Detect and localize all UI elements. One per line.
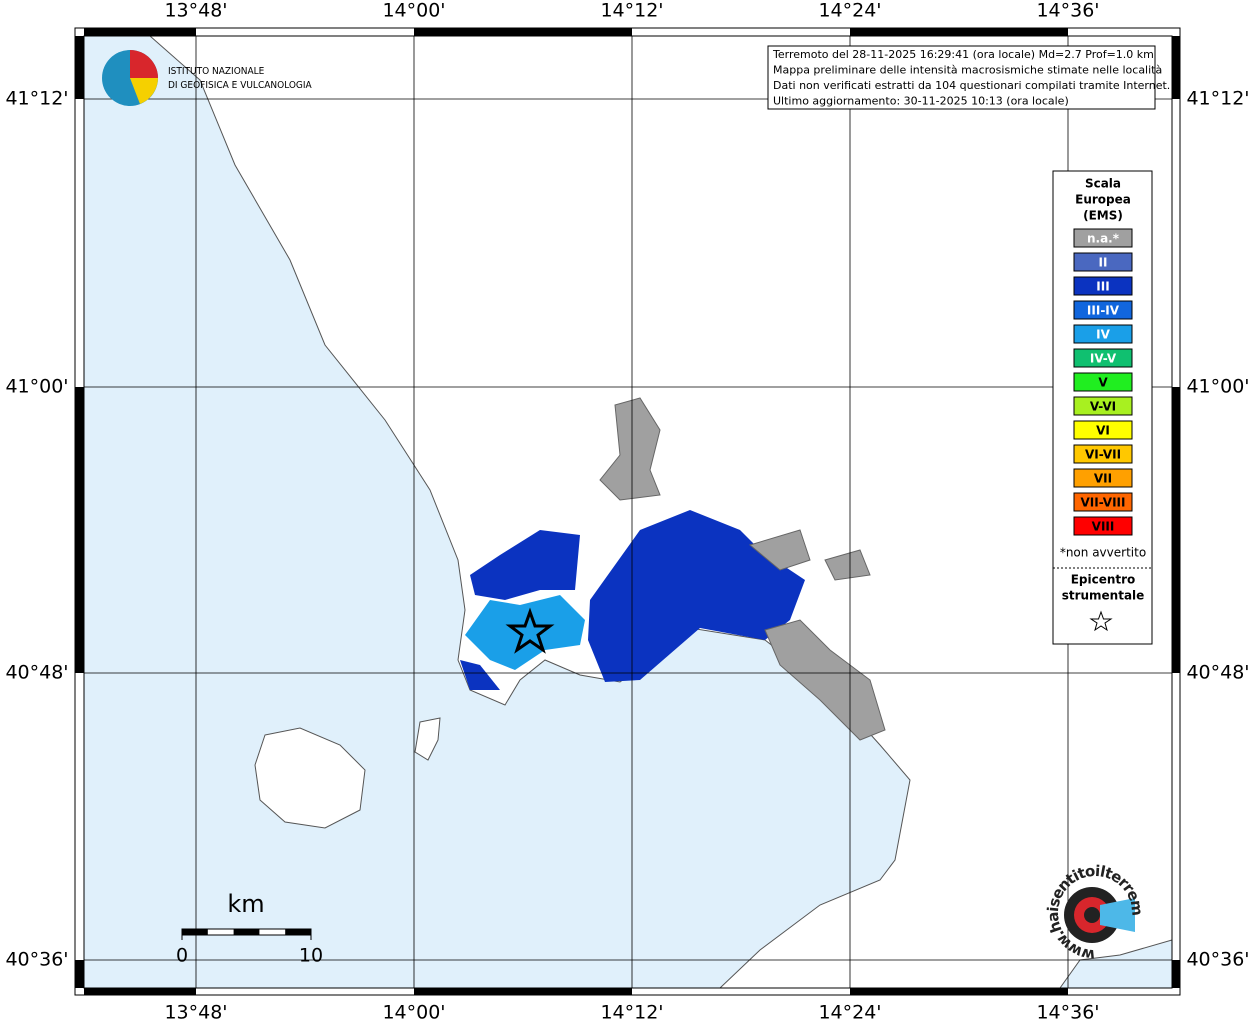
info-box (767, 45, 1156, 110)
legend-label: IV-V (1090, 352, 1117, 366)
lon-label: 14°24' (818, 0, 881, 22)
info-line: Terremoto del 28-11-2025 16:29:41 (ora l… (772, 48, 1154, 61)
lon-label: 14°36' (1036, 0, 1099, 22)
legend-label: VI (1096, 424, 1110, 438)
info-line: Ultimo aggiornamento: 30-11-2025 10:13 (… (773, 95, 1069, 108)
legend-swatch (1073, 468, 1133, 488)
frame-band (84, 988, 196, 995)
legend-note: *non avvertito (1060, 546, 1146, 560)
scale-seg (233, 929, 260, 935)
legend-swatch (1073, 276, 1133, 296)
lon-label: 13°48' (164, 1002, 227, 1024)
legend-star (1089, 610, 1113, 632)
frame-band (850, 28, 1068, 36)
scale-bar (181, 928, 312, 940)
lat-label: 40°48' (5, 662, 68, 684)
scale-unit: km (227, 890, 264, 918)
legend-swatch (1073, 372, 1133, 392)
scale-tick: 0 (176, 945, 188, 967)
legend-swatch (1073, 324, 1133, 344)
intensity-na (599, 397, 661, 501)
lat-label: 40°36' (5, 949, 68, 971)
lat-label: 41°00' (1186, 376, 1249, 398)
frame-band (850, 988, 1068, 995)
legend: ScalaEuropea(EMS)n.a.*IIIIIIII-IVIVIV-VV… (1060, 177, 1146, 603)
logo-beam (1100, 898, 1135, 932)
lon-label: 14°12' (600, 0, 663, 22)
logo-slice (130, 78, 158, 104)
legend-label: VII-VIII (1080, 496, 1125, 510)
lat-label: 40°48' (1186, 662, 1249, 684)
legend-label: n.a.* (1087, 232, 1120, 246)
lon-label: 14°00' (382, 1002, 445, 1024)
frame-band (1172, 960, 1180, 988)
lon-label: 14°36' (1036, 1002, 1099, 1024)
legend-swatch (1073, 516, 1133, 536)
lon-label: 14°00' (382, 0, 445, 22)
legend-title: (EMS) (1083, 209, 1123, 223)
frame-band (84, 28, 196, 36)
frame (74, 27, 1181, 996)
legend-epicenter: Epicentro (1071, 573, 1136, 587)
info-text: Terremoto del 28-11-2025 16:29:41 (ora l… (772, 48, 1170, 108)
legend-swatch (1073, 228, 1133, 248)
lat-label: 41°00' (5, 376, 68, 398)
info-line: Dati non verificati estratti da 104 ques… (773, 79, 1170, 92)
frame-band (414, 28, 632, 36)
procida (414, 717, 441, 761)
scale-seg (182, 929, 208, 935)
intensity-iii (470, 530, 580, 600)
lon-label: 14°12' (600, 1002, 663, 1024)
legend-swatch (1073, 492, 1133, 512)
legend-swatch (1073, 348, 1133, 368)
epicenter-star (505, 607, 555, 654)
frame-band (75, 36, 84, 99)
intensity-iv (465, 595, 585, 670)
legend-swatch (1073, 252, 1133, 272)
legend-label: IV (1096, 328, 1110, 342)
legend-title: Europea (1075, 193, 1131, 207)
legend-label: V (1098, 376, 1108, 390)
legend-label: V-VI (1090, 400, 1116, 414)
legend-swatch (1073, 444, 1133, 464)
frame-band (75, 960, 84, 988)
legend-label: VII (1094, 472, 1112, 486)
lat-label: 41°12' (1186, 88, 1249, 110)
legend-swatch (1073, 300, 1133, 320)
institute-line: ISTITUTO NAZIONALE (168, 66, 265, 77)
intensity-na (764, 619, 886, 741)
frame-band (1172, 36, 1180, 99)
legend-label: VIII (1092, 520, 1115, 534)
legend-label: II (1099, 256, 1108, 270)
ischia (254, 727, 366, 829)
lon-label: 13°48' (164, 0, 227, 22)
scale-seg (285, 929, 311, 935)
legend-swatch (1073, 396, 1133, 416)
legend-swatch (1073, 420, 1133, 440)
legend-epicenter: strumentale (1062, 589, 1145, 603)
legend-label: III-IV (1087, 304, 1120, 318)
intensity-na (748, 529, 871, 581)
intensity-iii (588, 510, 805, 682)
frame-band (414, 988, 632, 995)
lat-label: 40°36' (1186, 949, 1249, 971)
frame-band (75, 387, 84, 673)
logo-ring (1084, 907, 1100, 923)
info-line: Mappa preliminare delle intensità macros… (773, 64, 1162, 77)
frame-band (1172, 387, 1180, 673)
ingv-logo: ISTITUTO NAZIONALE DI GEOFISICA E VULCAN… (102, 50, 313, 106)
scale-tick: 10 (299, 945, 323, 967)
legend-title: Scala (1085, 177, 1121, 191)
legend-label: VI-VII (1085, 448, 1121, 462)
logo-slice (130, 50, 158, 78)
intensity-iii (460, 660, 500, 690)
lon-label: 14°24' (818, 1002, 881, 1024)
legend-label: III (1096, 280, 1109, 294)
lat-label: 41°12' (5, 88, 68, 110)
institute-line: DI GEOFISICA E VULCANOLOGIA (168, 80, 313, 91)
